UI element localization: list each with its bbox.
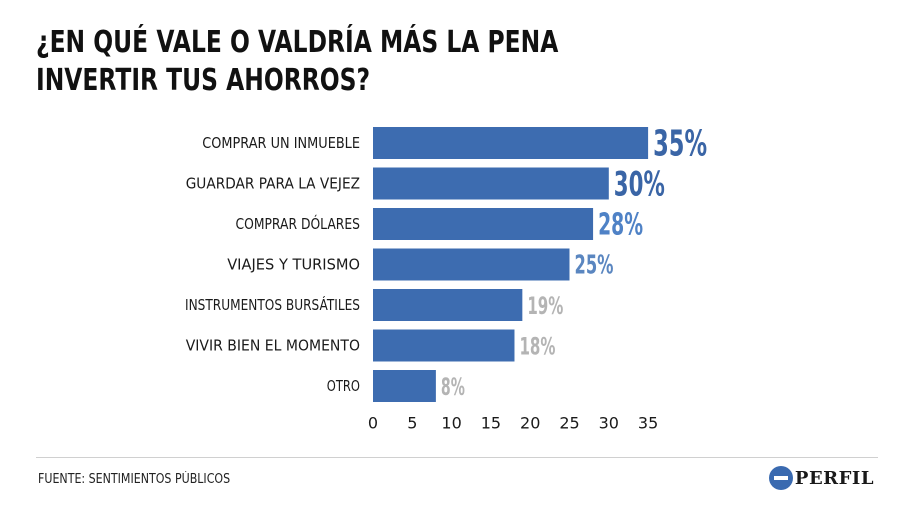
category-label-2: COMPRAR DÓLARES [236,214,361,233]
x-tick-label-2: 10 [441,414,461,433]
value-label-0: 35% [653,124,707,165]
x-tick-label-3: 15 [481,414,501,433]
category-label-1: GUARDAR PARA LA VEJEZ [186,175,360,193]
chart-title: ¿EN QUÉ VALE O VALDRÍA MÁS LA PENA INVER… [36,24,558,100]
category-label-6: OTRO [327,377,360,395]
bar-1 [373,167,609,200]
footer-divider [36,457,878,458]
category-label-5: VIVIR BIEN EL MOMENTO [186,337,360,355]
x-tick-label-1: 5 [407,414,417,433]
x-tick-label-6: 30 [599,414,619,433]
chart-title-line-1: ¿EN QUÉ VALE O VALDRÍA MÁS LA PENA [36,25,559,60]
value-label-1: 30% [614,165,665,205]
bar-6 [373,370,436,402]
bar-3 [373,248,570,281]
chart-title-line-2: INVERTIR TUS AHORROS? [36,63,371,98]
value-label-6: 8% [441,373,465,401]
x-tick-label-7: 35 [638,414,658,433]
perfil-logo-text: PERFIL [794,467,874,489]
x-tick-label-4: 20 [520,414,540,433]
perfil-logo-icon [768,466,793,490]
value-label-4: 19% [527,292,563,320]
bar-4 [373,289,523,321]
bar-0 [373,127,649,159]
category-label-3: VIAJES Y TURISMO [227,256,360,274]
value-label-5: 18% [519,333,555,361]
value-label-3: 25% [575,251,614,281]
category-label-4: INSTRUMENTOS BURSÁTILES [185,295,360,314]
category-label-0: COMPRAR UN INMUEBLE [202,134,360,152]
x-tick-label-5: 25 [559,414,579,433]
x-tick-label-0: 0 [368,414,378,433]
source-note: FUENTE: SENTIMIENTOS PÚBLICOS [38,472,231,487]
bar-2 [373,208,594,240]
value-label-2: 28% [598,208,643,243]
perfil-logo: PERFIL [768,464,874,492]
bar-5 [373,329,515,362]
